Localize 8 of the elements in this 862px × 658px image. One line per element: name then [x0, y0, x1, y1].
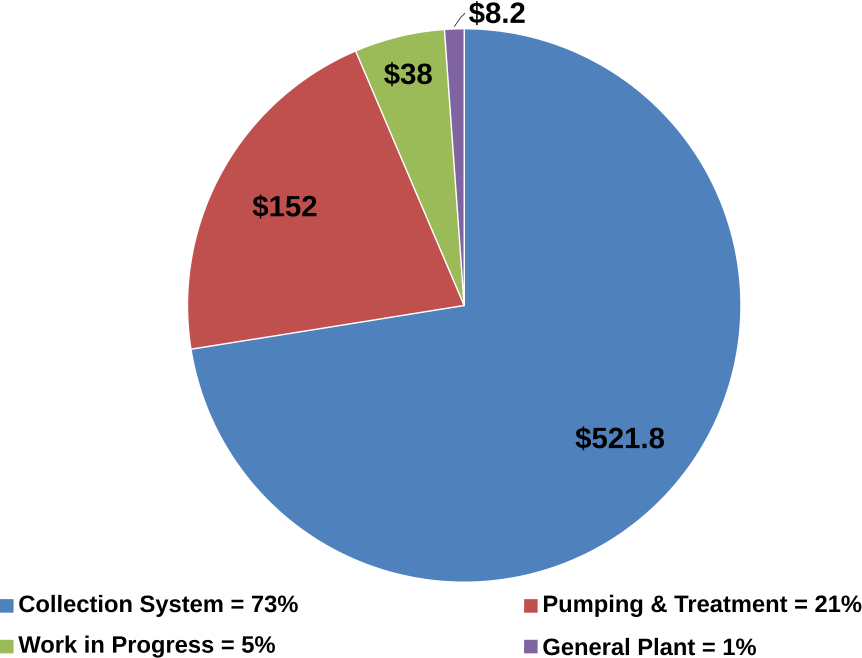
- data-label: $152: [252, 194, 316, 219]
- data-label: $8.2: [469, 1, 525, 26]
- legend-label: General Plant = 1%: [543, 638, 756, 656]
- legend-label: Collection System = 73%: [19, 595, 298, 618]
- legend-label: Pumping & Treatment = 21%: [544, 594, 862, 618]
- legend-label: Work in Progress = 5%: [18, 636, 275, 658]
- data-label: $38: [384, 62, 432, 86]
- data-label: $521.8: [576, 426, 664, 450]
